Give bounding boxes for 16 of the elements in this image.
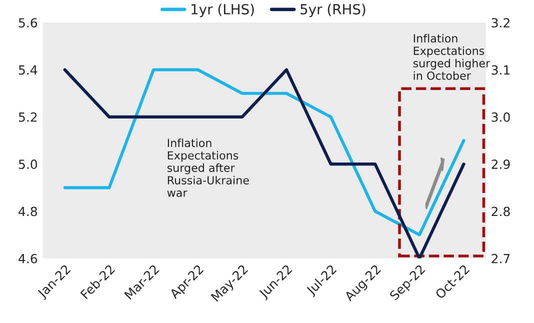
annotation: Inflation Expectations surged after Russia-Ukraine war bbox=[167, 138, 249, 197]
y-tick-label: 5.4 bbox=[18, 65, 38, 75]
y-tick-label: 5.2 bbox=[18, 112, 37, 122]
y-tick-label: 5.6 bbox=[18, 18, 38, 28]
y2-tick-label: 3.1 bbox=[492, 65, 510, 75]
y2-tick-label: 2.9 bbox=[492, 160, 510, 170]
y-tick-label: 4.8 bbox=[18, 206, 38, 216]
y-tick-label: 4.6 bbox=[18, 254, 38, 264]
y2-tick-label: 3.0 bbox=[492, 112, 510, 122]
y2-tick-label: 2.7 bbox=[492, 254, 510, 264]
y-tick-label: 5.0 bbox=[18, 160, 38, 170]
legend-label: 5yr (RHS) bbox=[300, 4, 366, 18]
legend-label: 1yr (LHS) bbox=[192, 4, 254, 18]
y2-tick-label: 3.2 bbox=[492, 18, 510, 28]
y2-tick-label: 2.8 bbox=[492, 206, 510, 216]
annotation: Inflation Expectations surged higher in October bbox=[413, 34, 490, 80]
